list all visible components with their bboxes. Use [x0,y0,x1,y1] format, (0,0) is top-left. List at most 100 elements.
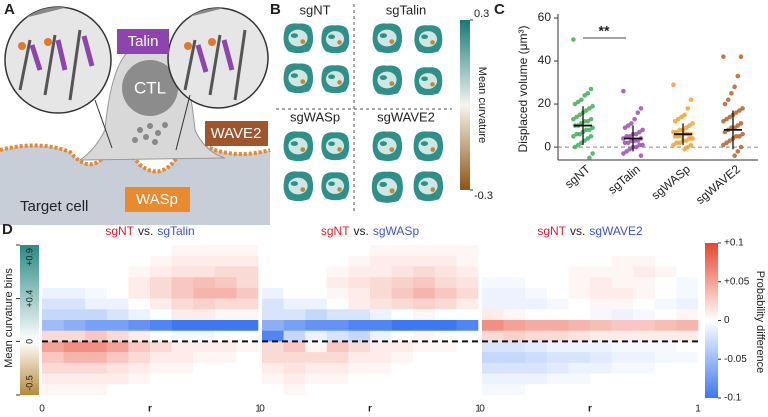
heatmap-cell [654,373,677,385]
data-point [635,110,641,115]
ctl-label: CTL [134,78,166,97]
heatmap-cell [482,298,504,310]
heatmap-cell [456,362,479,374]
x-axis-label: r [588,404,592,415]
heatmap-cell [413,255,436,267]
heatmap-cell [611,320,634,332]
heatmap-cell [482,373,504,385]
heatmap-cell [262,245,284,257]
heatmap-cell [85,287,108,299]
heatmap-cell [568,320,591,332]
heatmap-cell [193,287,216,299]
heatmap-cell [676,352,699,364]
heatmap-cell [305,309,328,321]
data-point [682,146,687,152]
heatmap-cell [370,287,392,299]
target-cell-label: Target cell [20,198,88,215]
heatmap-cell [590,384,612,396]
heatmap-cell [305,255,328,267]
heatmap-cell [413,245,436,257]
title-part: sgNT [105,224,134,238]
heatmap-cell [171,341,194,353]
heatmap-cell [370,266,392,278]
heatmap-cell [482,330,504,342]
heatmap-cell [676,362,699,374]
curvature-colorbar [20,245,39,395]
heatmap-cell [676,287,699,299]
heatmap-cell [193,245,216,257]
heatmap-cell [42,384,64,396]
y-tick-label: 0 [24,339,34,344]
heatmap-cell [106,384,129,396]
heatmap-cell [391,266,414,278]
heatmap-cell [262,352,284,364]
heatmap-cell [236,362,259,374]
heatmap-cell [326,362,349,374]
heatmap-cell [590,309,612,321]
heatmap-cell [193,298,216,310]
data-point [675,134,681,139]
data-point [571,116,576,122]
heatmap-cell [214,320,237,332]
data-point [635,138,641,143]
heatmap-cell [503,245,526,257]
data-point [722,129,728,135]
heatmap-cell [305,298,328,310]
heatmap-cell [262,266,284,278]
heatmap-cell [150,287,172,299]
heatmap-cell [326,298,349,310]
data-point [633,144,639,150]
heatmap-cell [348,330,371,342]
heatmap-cell [193,330,216,342]
heatmap-cell [391,287,414,299]
condition-label: sgWASp [290,109,340,124]
heatmap-cell [676,373,699,385]
heatmap-cell [214,298,237,310]
heatmap-cell [262,277,284,289]
data-point [690,136,695,141]
heatmap-cell [63,320,86,332]
heatmap-cell [150,298,172,310]
heatmap-cell [482,266,504,278]
heatmap-cell [305,266,328,278]
heatmap-cell [434,330,457,342]
data-point [633,131,639,137]
heatmap-cell [236,287,259,299]
heatmap-cell [171,352,194,364]
heatmap-cell [150,373,172,385]
heatmap-cell [85,330,108,342]
heatmap-cell [214,352,237,364]
heatmap-cell [434,373,457,385]
heatmap-cell [590,287,612,299]
data-point [725,97,731,103]
heatmap-cell [503,298,526,310]
data-point [622,140,628,146]
heatmap-cell [171,266,194,278]
heatmap-cell [413,320,436,332]
heatmap-cell [326,287,349,299]
heatmap-cell [434,362,457,374]
heatmap-cell [348,309,371,321]
x-tick-label: 0 [39,404,45,415]
heatmap-cell [262,384,284,396]
heatmap-cell [633,266,656,278]
heatmap-cell [611,384,634,396]
heatmap-cell [413,277,436,289]
heatmap-cell [654,309,677,321]
heatmap-cell [305,384,328,396]
heatmap-cell [262,373,284,385]
colorbar-tick-label: 0.3 [474,8,489,20]
heatmap-cell [214,245,237,257]
x-axis-label: r [148,404,152,415]
title-part: sgWAVE2 [589,224,643,238]
heatmap-cell [283,352,306,364]
heatmap-cell [633,341,656,353]
heatmap-cell [391,245,414,257]
heatmap-cell [482,320,504,332]
title-part: sgNT [321,224,350,238]
heatmap-cell [236,320,259,332]
heatmap-cell [676,266,699,278]
heatmap-cell [546,341,569,353]
heatmap-cell [370,362,392,374]
heatmap-cell [150,341,172,353]
